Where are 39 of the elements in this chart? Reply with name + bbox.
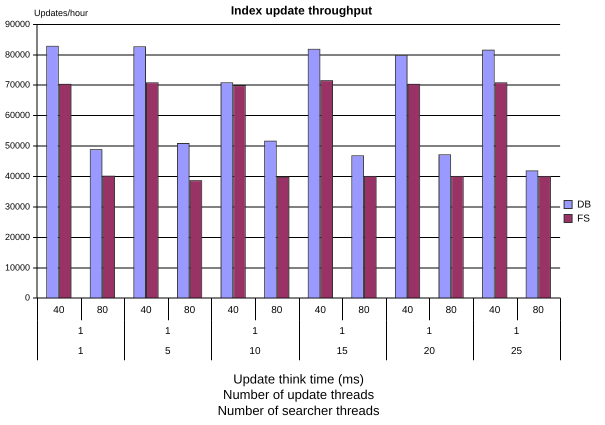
y-tick-label: 40000 bbox=[4, 170, 30, 181]
x-tick-label: 40 bbox=[53, 304, 65, 316]
x-tick-label: 80 bbox=[358, 304, 370, 316]
legend-label: DB bbox=[577, 199, 592, 210]
text: 1 bbox=[165, 326, 172, 337]
y-axis-title: Updates/hour bbox=[34, 8, 88, 18]
legend-label: FS bbox=[577, 213, 590, 224]
text: 1 bbox=[426, 326, 433, 337]
chart-title: Index update throughput bbox=[230, 4, 372, 18]
text: 1 bbox=[252, 326, 258, 337]
y-tick-label: 20000 bbox=[4, 232, 30, 242]
y-tick-label: 50000 bbox=[4, 140, 30, 151]
x-tick-label: 40 bbox=[402, 304, 414, 316]
x-tick-label: 80 bbox=[96, 304, 108, 316]
y-tick-label: 0 bbox=[25, 292, 30, 303]
x-tick-label: 80 bbox=[532, 304, 544, 316]
y-tick-label: 30000 bbox=[4, 201, 30, 212]
x-tick-label: 80 bbox=[446, 304, 458, 316]
y-tick-label: 90000 bbox=[4, 18, 30, 29]
y-tick-label: 10000 bbox=[4, 262, 30, 272]
text: 1 bbox=[339, 326, 346, 337]
text: 5 bbox=[165, 346, 172, 357]
text: 15 bbox=[336, 346, 348, 357]
text: 1 bbox=[78, 326, 84, 337]
x-axis-title: Update think time (ms) Number of update threads Number of searcher threads bbox=[218, 372, 380, 418]
x-tick-label: 40 bbox=[140, 304, 152, 316]
text: 25 bbox=[510, 346, 523, 357]
text: 1 bbox=[78, 346, 84, 357]
x-tick-label: 80 bbox=[184, 304, 196, 316]
x-tick-label: 40 bbox=[314, 304, 326, 316]
y-tick-label: 60000 bbox=[4, 110, 30, 120]
text: 10 bbox=[249, 346, 261, 357]
y-tick-label: 80000 bbox=[4, 49, 30, 60]
y-tick-label: 70000 bbox=[4, 80, 30, 90]
x-tick-label: 80 bbox=[271, 304, 283, 316]
text: 1 bbox=[514, 326, 520, 337]
x-tick-label: 40 bbox=[228, 304, 240, 316]
x-tick-label: 40 bbox=[489, 304, 501, 316]
text: 20 bbox=[424, 346, 436, 357]
